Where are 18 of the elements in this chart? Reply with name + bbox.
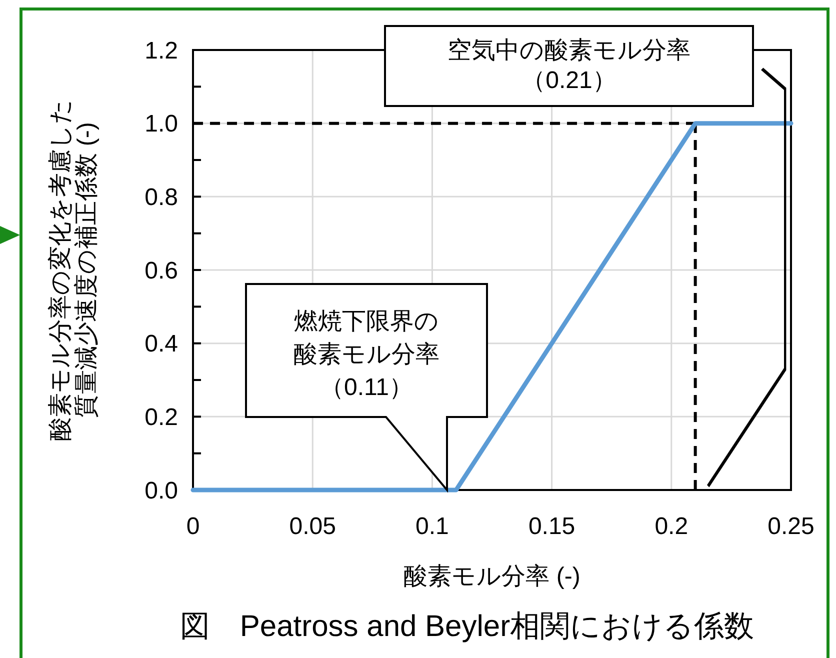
y-tick-label: 0.6 [144, 257, 178, 284]
x-axis-title: 酸素モル分率 (-) [404, 563, 580, 590]
x-tick-label: 0.1 [416, 513, 449, 540]
x-tick-label: 0.05 [289, 513, 336, 540]
x-tick-label: 0 [186, 513, 200, 540]
y-tick-label: 1.0 [144, 110, 178, 138]
y-tick-label: 0.8 [144, 184, 178, 212]
y-tick-label: 0.4 [144, 330, 178, 358]
x-tick-label: 0.25 [768, 513, 814, 540]
x-tick-label: 0.2 [654, 513, 688, 540]
y-tick-label: 0.0 [144, 477, 178, 504]
y-axis-title: 酸素モル分率の変化を考慮した質量減少速度の補正係数 (-) [47, 99, 100, 441]
y-tick-label: 0.2 [144, 404, 178, 432]
annotation: 燃焼下限界の酸素モル分率（0.11） [294, 308, 440, 401]
y-tick-label: 1.2 [144, 37, 178, 64]
x-tick-label: 0.15 [528, 513, 576, 540]
text: 図 Peatross and Beyler相関における係数 [180, 610, 754, 643]
annotation: 空気中の酸素モル分率（0.21） [448, 37, 690, 94]
